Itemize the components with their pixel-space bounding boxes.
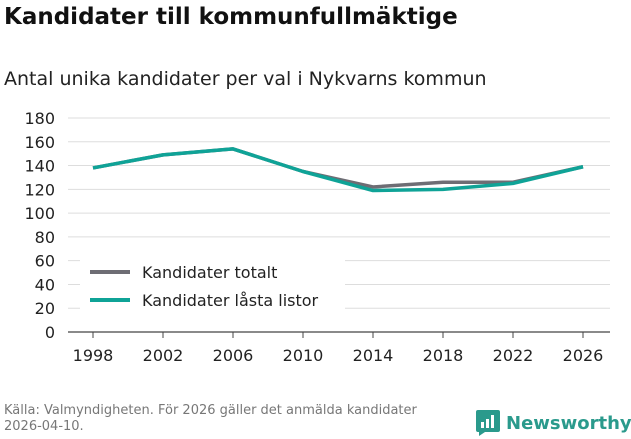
y-tick-label: 120 (24, 180, 55, 199)
legend-box (80, 258, 345, 320)
legend-label: Kandidater låsta listor (142, 291, 319, 310)
x-tick-label: 2022 (493, 346, 534, 365)
chart-title: Kandidater till kommunfullmäktige (4, 4, 458, 30)
y-tick-label: 80 (35, 228, 55, 247)
source-note: Källa: Valmyndigheten. För 2026 gäller d… (4, 403, 417, 434)
line-chart: 0 20 40 60 80 100 120 140 160 180 1998 2002 2006 2010… (24, 109, 610, 365)
y-tick-label: 20 (35, 299, 55, 318)
logo-icon (476, 410, 500, 436)
y-tick-label: 140 (24, 157, 55, 176)
newsworthy-logo: Newsworthy (476, 410, 631, 436)
x-tick-label: 2018 (423, 346, 464, 365)
legend-label: Kandidater totalt (142, 263, 277, 282)
x-tick-label: 1998 (73, 346, 114, 365)
chart-subtitle: Antal unika kandidater per val i Nykvarn… (4, 68, 487, 90)
x-tick-label: 2014 (353, 346, 394, 365)
y-tick-label: 60 (35, 252, 55, 271)
y-tick-label: 180 (24, 109, 55, 128)
x-tick-label: 2006 (213, 346, 254, 365)
y-tick-label: 160 (24, 133, 55, 152)
logo-text: Newsworthy (506, 412, 631, 434)
series-line-kandidater-låsta-listor (92, 147, 584, 193)
x-tick-label: 2026 (563, 346, 604, 365)
y-tick-label: 0 (45, 323, 55, 342)
x-tick-label: 2010 (283, 346, 324, 365)
y-tick-label: 100 (24, 204, 55, 223)
x-tick-label: 2002 (143, 346, 184, 365)
y-tick-label: 40 (35, 275, 55, 294)
